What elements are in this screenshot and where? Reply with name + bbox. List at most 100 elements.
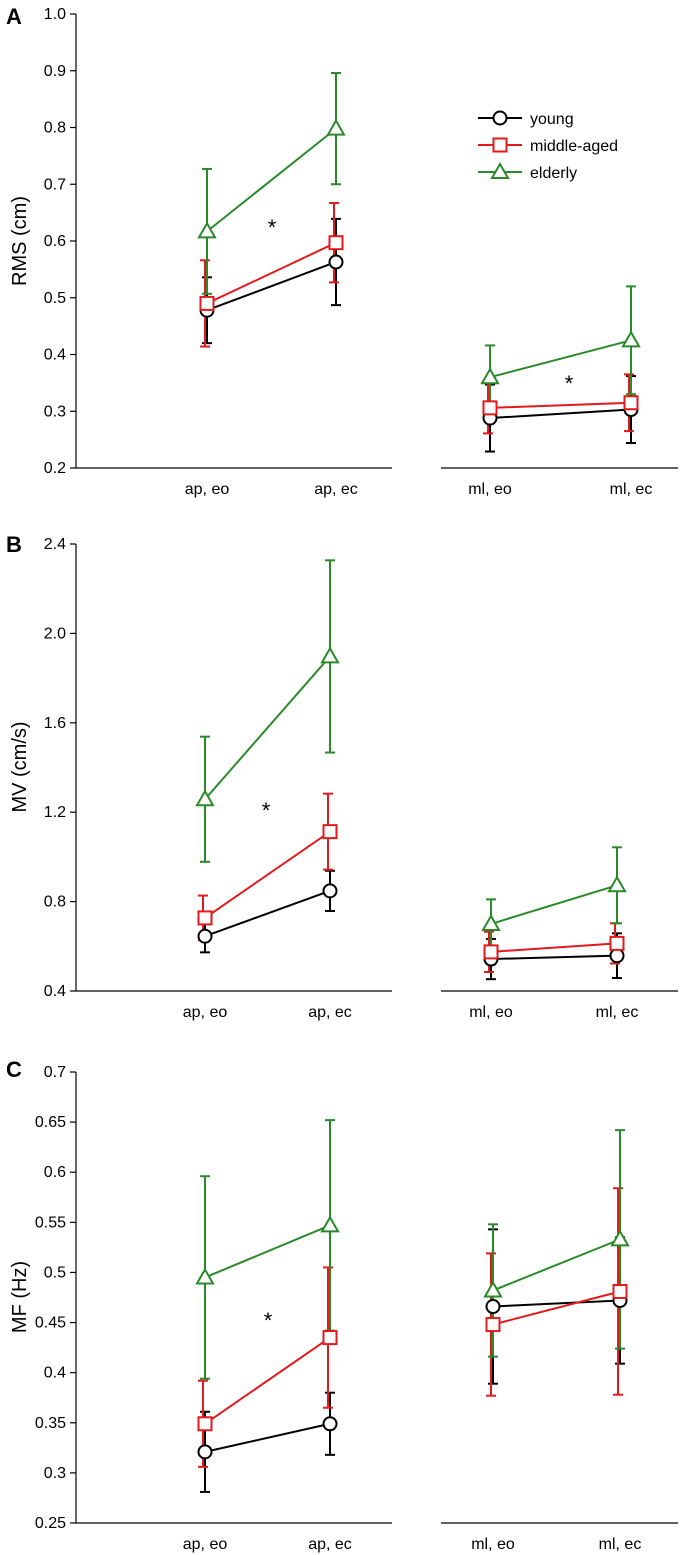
panel-c: C MF (Hz) 0.25 0.3 0.35 0.4 0.45 0.5 0.55 0.6 0.65… <box>6 1057 678 1553</box>
y-tick-label: 0.35 <box>35 1415 66 1432</box>
data-point-middle-aged <box>482 400 498 416</box>
panel-letter-c: C <box>6 1057 22 1082</box>
data-point-elderly <box>483 1280 503 1298</box>
series-line-elderly <box>489 339 632 379</box>
y-tick-label: 0.3 <box>44 1465 66 1482</box>
y-axis-title: MF (Hz) <box>9 1261 31 1333</box>
series-line-middle-aged <box>204 830 331 919</box>
x-tick-label-ap-eo: ap, eo <box>185 481 230 498</box>
x-tick-label-ap-eo: ap, eo <box>183 1004 228 1021</box>
series-line-middle-aged <box>490 942 618 953</box>
series-line-young <box>490 954 618 961</box>
legend-marker-middle-aged <box>492 137 508 153</box>
data-point-elderly <box>320 646 340 664</box>
legend-label-middle-aged: middle-aged <box>530 138 618 155</box>
y-tick-label: 0.4 <box>44 1365 66 1382</box>
y-tick-label: 0.55 <box>35 1214 66 1231</box>
series-line-elderly <box>492 1238 621 1292</box>
data-point-middle-aged <box>609 935 625 951</box>
data-point-middle-aged <box>322 824 338 840</box>
x-tick-label-ml-ec: ml, ec <box>599 1536 642 1553</box>
data-point-young <box>197 1444 213 1460</box>
data-point-young <box>328 254 344 270</box>
y-tick-label: 0.8 <box>44 120 66 137</box>
significance-marker: * <box>262 798 271 823</box>
y-tick-label: 1.0 <box>44 6 66 23</box>
y-tick-label: 0.25 <box>35 1515 66 1532</box>
legend: young middle-aged elderly <box>478 110 618 182</box>
significance-marker: * <box>565 371 574 396</box>
y-tick-label: 0.9 <box>44 63 66 80</box>
significance-marker: * <box>268 215 277 240</box>
y-tick-label: 0.3 <box>44 403 66 420</box>
data-point-middle-aged <box>623 395 639 411</box>
data-point-young <box>197 928 213 944</box>
data-point-elderly <box>195 789 215 807</box>
series-line-elderly <box>204 1224 331 1279</box>
y-tick-label: 1.6 <box>44 715 66 732</box>
series-line-middle-aged <box>492 1290 621 1326</box>
data-point-middle-aged <box>483 944 499 960</box>
data-point-elderly <box>326 118 346 136</box>
data-point-elderly <box>607 875 627 893</box>
series-line-young <box>489 408 632 420</box>
data-point-elderly <box>195 1267 215 1285</box>
series-line-middle-aged <box>204 1336 331 1425</box>
y-tick-label: 0.45 <box>35 1315 66 1332</box>
x-tick-label-ap-ec: ap, ec <box>308 1004 352 1021</box>
y-tick-label: 0.6 <box>44 1164 66 1181</box>
series-line-young <box>204 1422 331 1453</box>
y-axis-title: MV (cm/s) <box>9 721 31 812</box>
series-line-young <box>206 261 337 312</box>
y-tick-label: 0.5 <box>44 290 66 307</box>
y-tick-label: 0.7 <box>44 176 66 193</box>
data-point-middle-aged <box>485 1317 501 1333</box>
series-line-elderly <box>204 655 331 800</box>
panel-a: A RMS (cm) 0.2 0.3 0.4 0.5 0.6 0.7 0.8 0.9 1.0 ap, … <box>6 4 678 498</box>
significance-marker: * <box>264 1308 273 1333</box>
legend-marker-young <box>492 110 508 126</box>
x-tick-label-ml-eo: ml, eo <box>468 481 512 498</box>
data-point-young <box>609 948 625 964</box>
y-tick-label: 2.4 <box>44 536 66 553</box>
data-point-elderly <box>197 221 217 239</box>
data-point-young <box>322 1416 338 1432</box>
data-point-elderly <box>480 367 500 385</box>
y-tick-label: 0.6 <box>44 233 66 250</box>
y-tick-label: 0.4 <box>44 347 66 364</box>
panel-letter-b: B <box>6 532 22 557</box>
x-tick-label-ml-ec: ml, ec <box>596 1004 639 1021</box>
y-tick-label: 0.4 <box>44 983 66 1000</box>
y-tick-label: 1.2 <box>44 804 66 821</box>
x-tick-label-ap-ec: ap, ec <box>314 481 358 498</box>
data-point-young <box>322 883 338 899</box>
series-line-elderly <box>490 884 618 925</box>
data-point-middle-aged <box>199 295 215 311</box>
y-tick-label: 0.65 <box>35 1114 66 1131</box>
x-tick-label-ap-ec: ap, ec <box>308 1536 352 1553</box>
data-point-elderly <box>621 330 641 348</box>
x-tick-label-ml-eo: ml, eo <box>471 1536 515 1553</box>
y-axis-title: RMS (cm) <box>9 196 31 286</box>
x-tick-label-ml-ec: ml, ec <box>610 481 653 498</box>
data-point-young <box>485 1299 501 1315</box>
panel-letter-a: A <box>6 4 22 29</box>
data-point-elderly <box>320 1215 340 1233</box>
panel-b: B MV (cm/s) 0.4 0.8 1.2 1.6 2.0 2.4 ap, eo ap, ec… <box>6 532 678 1021</box>
series-line-elderly <box>206 127 337 233</box>
series-line-middle-aged <box>489 401 632 409</box>
series-line-young <box>492 1299 621 1308</box>
data-point-elderly <box>481 913 501 931</box>
y-tick-label: 0.2 <box>44 460 66 477</box>
data-point-middle-aged <box>322 1330 338 1346</box>
legend-label-young: young <box>530 111 574 128</box>
series-line-young <box>204 889 331 938</box>
legend-marker-elderly <box>490 161 510 179</box>
data-point-middle-aged <box>328 235 344 251</box>
y-tick-label: 2.0 <box>44 625 66 642</box>
y-tick-label: 0.8 <box>44 894 66 911</box>
y-tick-label: 0.7 <box>44 1064 66 1081</box>
data-point-middle-aged <box>612 1283 628 1299</box>
data-point-elderly <box>610 1229 630 1247</box>
